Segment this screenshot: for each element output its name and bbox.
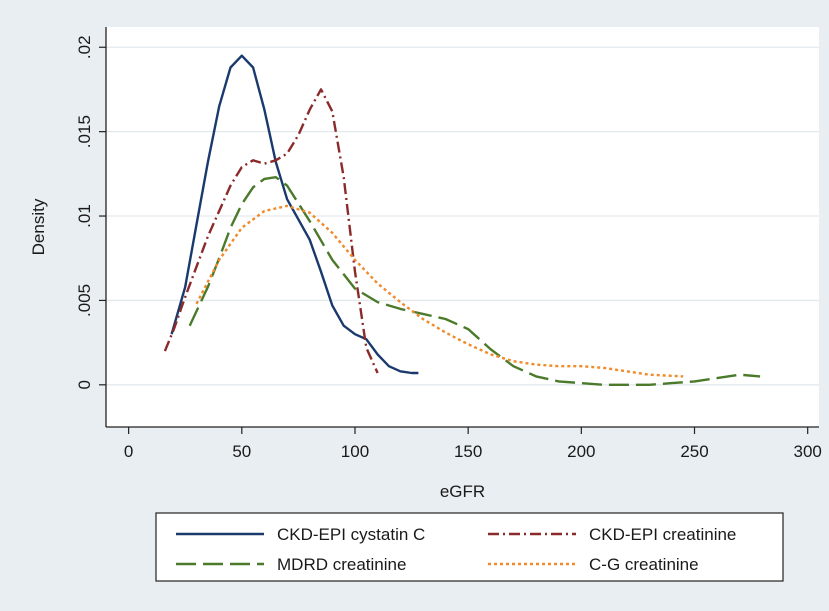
y-tick-label: .01 [75,204,94,228]
x-tick-label: 0 [124,442,133,461]
axes: 0 .005 .01 .015 .02 0 50 100 150 200 250 300 [75,27,822,461]
plot-area [106,27,819,427]
series-line-ckd-epi-cystatin-c [170,54,419,375]
grid-lines [106,46,819,386]
legend-label: CKD-EPI cystatin C [277,525,425,544]
x-tick-label: 200 [567,442,595,461]
y-tick-label: .02 [75,35,94,59]
x-tick-label: 50 [232,442,251,461]
x-tick-label: 250 [680,442,708,461]
legend-label: MDRD creatinine [277,555,406,574]
x-tick-label: 300 [793,442,821,461]
y-tick-label: 0 [75,380,94,389]
series-lines [163,54,761,386]
series-line-ckd-epi-creatinine [163,88,379,374]
legend-box [155,512,784,582]
x-axis-label: eGFR [440,482,485,501]
legend-label: C-G creatinine [589,555,699,574]
legend: CKD-EPI cystatin C CKD-EPI creatinine MDRD… [155,512,784,582]
x-tick-label: 150 [454,442,482,461]
legend-label: CKD-EPI creatinine [589,525,736,544]
series-line-c-g-creatinine [195,204,684,378]
y-tick-label: .015 [75,115,94,148]
y-axis-label: Density [29,198,48,255]
series-line-mdrd-creatinine [188,175,761,386]
x-tick-label: 100 [341,442,369,461]
y-tick-label: .005 [75,284,94,317]
